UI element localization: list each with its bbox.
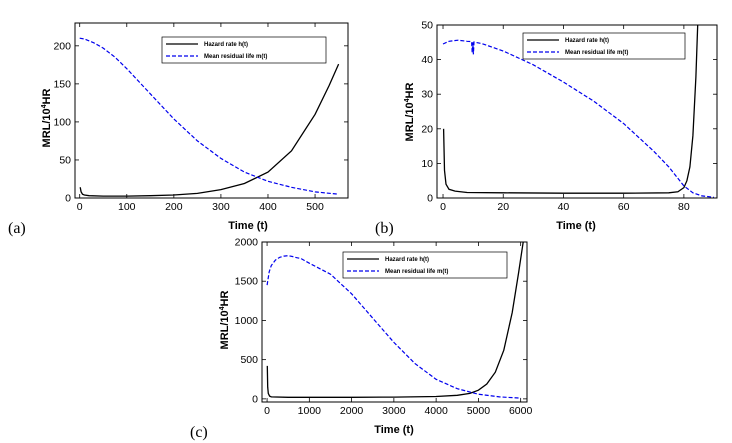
x-tick-label: 500 — [306, 201, 324, 213]
panel-c: (c) Time (t) MRL/104HR 0 1000 2000 3000 4000… — [190, 237, 532, 442]
y-tick-label: 50 — [59, 154, 71, 166]
x-tick-label: 2000 — [340, 405, 364, 417]
hazard-line — [79, 63, 340, 197]
x-tick-label: 400 — [259, 201, 277, 213]
x-tick-label: 40 — [558, 201, 570, 213]
x-tick-label: 1000 — [298, 405, 322, 417]
hazard-line — [442, 25, 699, 194]
hazard-line — [266, 242, 524, 398]
panel-a: (a) Time (t) MRL/104HR 0 100 200 300 400 5000… — [8, 22, 349, 237]
y-tick-label: 1000 — [235, 315, 259, 327]
legend: Hazard rate h(t) Mean residual life m(t) — [522, 32, 686, 60]
y-tick-label: 200 — [53, 40, 71, 52]
panel-a-label: (a) — [8, 220, 26, 237]
legend-entry: Hazard rate h(t) — [204, 42, 248, 48]
y-tick-label: 500 — [240, 354, 258, 366]
x-tick-label: 3000 — [382, 405, 406, 417]
x-tick-label: 5000 — [467, 405, 491, 417]
y-tick-label: 0 — [65, 193, 71, 205]
panel-a-y-axis-label: MRL/104HR — [41, 88, 53, 147]
legend-box — [161, 36, 327, 64]
panel-c-plot: 0 1000 2000 3000 4000 5000 6000 0 500 1000 1500 200… — [235, 237, 533, 418]
panel-a-plot: 0 100 200 300 400 500 0 50 100 150 200 Hazard rate … — [53, 22, 349, 213]
x-tick-label: 6000 — [509, 405, 533, 417]
plot-frame — [74, 22, 349, 199]
x-tick-label: 4000 — [424, 405, 448, 417]
y-tick-label: 100 — [53, 116, 71, 128]
panel-c-y-axis-label: MRL/104HR — [219, 290, 231, 349]
x-tick-label: 300 — [212, 201, 230, 213]
y-tick-label: 50 — [421, 20, 433, 32]
y-tick-label: 40 — [421, 54, 433, 66]
x-tick-label: 80 — [678, 201, 690, 213]
panel-b-x-axis-label: Time (t) — [556, 220, 596, 232]
x-tick-label: 0 — [440, 201, 446, 213]
panel-b: (b) Time (t) MRL/104HR 0 20 40 60 80 0 10 20 30 4… — [375, 20, 718, 237]
y-tick-label: 0 — [252, 393, 258, 405]
x-tick-label: 60 — [618, 201, 630, 213]
x-tick-label: 0 — [264, 405, 270, 417]
panel-b-plot: 0 20 40 60 80 0 10 20 30 40 50 Hazard rate h(t) Mean… — [421, 20, 718, 213]
y-tick-label: 10 — [421, 158, 433, 170]
legend-box — [342, 251, 508, 279]
panel-a-x-axis-label: Time (t) — [228, 220, 268, 232]
panel-b-y-axis-label: MRL/104HR — [404, 82, 416, 141]
y-tick-label: 150 — [53, 78, 71, 90]
x-tick-label: 20 — [497, 201, 509, 213]
legend-entry: Mean residual life m(t) — [204, 54, 267, 60]
panel-c-x-axis-label: Time (t) — [374, 424, 414, 436]
mrl-line — [266, 255, 521, 399]
x-tick-label: 200 — [165, 201, 183, 213]
y-tick-label: 30 — [421, 89, 433, 101]
legend-box — [522, 32, 686, 60]
mrl-line — [79, 37, 339, 195]
plot-frame — [261, 241, 528, 403]
x-tick-label: 100 — [118, 201, 136, 213]
legend-entry: Mean residual life m(t) — [385, 269, 448, 275]
x-tick-label: 0 — [77, 201, 83, 213]
plot-frame — [436, 24, 718, 199]
y-tick-label: 20 — [421, 123, 433, 135]
legend: Hazard rate h(t) Mean residual life m(t) — [161, 36, 327, 64]
panel-c-label: (c) — [190, 424, 208, 441]
legend: Hazard rate h(t) Mean residual life m(t) — [342, 251, 508, 279]
panel-b-label: (b) — [375, 220, 394, 237]
y-tick-label: 1500 — [235, 276, 259, 288]
y-tick-label: 0 — [427, 193, 433, 205]
mrl-line — [442, 39, 715, 198]
legend-entry: Mean residual life m(t) — [565, 50, 628, 56]
legend-entry: Hazard rate h(t) — [565, 38, 609, 44]
y-tick-label: 2000 — [235, 237, 259, 249]
legend-entry: Hazard rate h(t) — [385, 257, 429, 263]
